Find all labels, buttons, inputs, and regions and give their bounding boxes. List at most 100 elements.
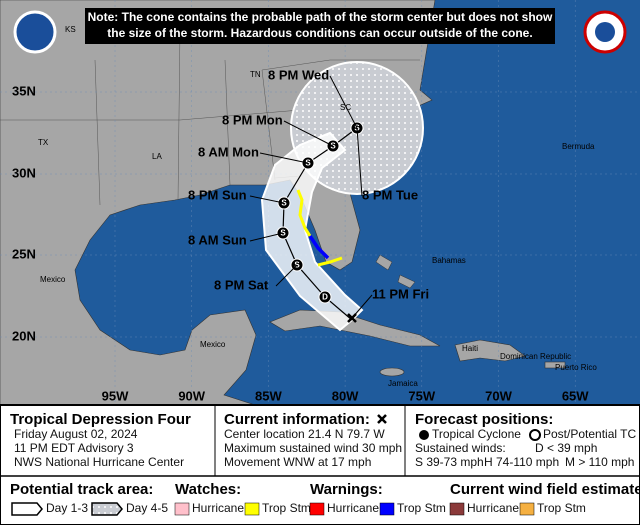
post-tc-icon xyxy=(529,429,541,441)
lat-label: 30N xyxy=(12,165,36,180)
advisory: 11 PM EDT Advisory 3 xyxy=(14,441,134,455)
forecast-post: Post/Potential TC xyxy=(543,427,636,441)
leader-line xyxy=(275,264,298,287)
forecast-title: Forecast positions: xyxy=(415,411,553,428)
swatch-label: Trop Stm xyxy=(262,501,311,515)
leader-line xyxy=(351,294,373,319)
point-marker: D xyxy=(322,293,328,302)
forecast-h: H 74-110 mph xyxy=(484,455,559,469)
lon-label: 80W xyxy=(332,388,359,403)
land xyxy=(379,367,405,377)
lon-label: 65W xyxy=(562,388,589,403)
time-label: 8 PM Mon xyxy=(222,112,283,127)
swatch-label: Hurricane xyxy=(192,501,244,515)
place-label: Haiti xyxy=(462,344,478,353)
place-label: LA xyxy=(152,152,162,161)
lat-label: 20N xyxy=(12,328,36,343)
lon-label: 75W xyxy=(408,388,435,403)
swatch-label: Hurricane xyxy=(327,501,379,515)
forecast-d: D < 39 mph xyxy=(535,441,597,455)
land xyxy=(454,339,526,362)
forecast-sustained: Sustained winds: xyxy=(415,441,506,455)
place-label: Jamaica xyxy=(388,379,418,388)
time-label: 8 PM Tue xyxy=(362,187,418,202)
land xyxy=(375,254,393,271)
swatch xyxy=(309,502,325,516)
swatch-label: Trop Stm xyxy=(537,501,586,515)
watches-title: Watches: xyxy=(175,481,241,498)
point-marker: S xyxy=(280,229,286,238)
current-wind: Maximum sustained wind 30 mph xyxy=(224,441,402,455)
leader-line xyxy=(259,152,309,164)
day13-icon xyxy=(11,502,43,516)
swatch-label: Trop Stm xyxy=(397,501,446,515)
point-marker: S xyxy=(305,159,311,168)
leader-line xyxy=(356,127,363,197)
point-marker: S xyxy=(294,261,300,270)
swatch xyxy=(379,502,395,516)
place-label: TX xyxy=(38,138,49,147)
swatch xyxy=(449,502,465,516)
point-marker: S xyxy=(281,199,287,208)
noaa-logo xyxy=(13,10,57,54)
trop-storm-warning xyxy=(296,189,312,237)
place-label: Puerto Rico xyxy=(555,363,597,372)
track-title: Potential track area: xyxy=(10,481,153,498)
land xyxy=(544,361,566,369)
current-location: Center location 21.4 N 79.7 W xyxy=(224,427,385,441)
hurricane-watch-line xyxy=(308,235,330,260)
place-label: Mexico xyxy=(40,275,66,284)
leader-line xyxy=(249,232,284,242)
nws-logo xyxy=(595,22,615,42)
source: NWS National Hurricane Center xyxy=(14,455,184,469)
storm-date: Friday August 02, 2024 xyxy=(14,427,138,441)
forecast-point xyxy=(318,290,332,304)
day45-icon xyxy=(91,502,123,516)
swatch xyxy=(244,502,260,516)
storm-name: Tropical Depression Four xyxy=(10,411,191,428)
note-box xyxy=(85,8,555,44)
info-panel: Tropical Depression Four Friday August 0… xyxy=(0,404,640,526)
trop-storm-warning xyxy=(317,256,343,267)
swatch xyxy=(519,502,535,516)
time-label: 8 PM Sat xyxy=(214,277,269,292)
place-label: KS xyxy=(65,25,76,34)
day45-label: Day 4-5 xyxy=(126,501,168,515)
lat-label: 35N xyxy=(12,83,36,98)
lon-label: 85W xyxy=(255,388,282,403)
place-label: Dominican Republic xyxy=(500,352,571,361)
time-label: 8 PM Wed xyxy=(268,67,329,82)
time-label: 8 AM Mon xyxy=(198,144,259,159)
swatch-label: Hurricane xyxy=(467,501,519,515)
lon-label: 70W xyxy=(485,388,512,403)
forecast-s: S 39-73 mph xyxy=(415,455,484,469)
leader-line xyxy=(283,120,334,147)
forecast-m: M > 110 mph xyxy=(565,455,634,469)
leader-line xyxy=(249,195,285,204)
note-text: Note: The cone contains the probable pat… xyxy=(88,10,553,24)
place-label: Mexico xyxy=(200,340,226,349)
current-title: Current information: xyxy=(224,411,370,428)
place-label: TN xyxy=(250,70,261,79)
swatch xyxy=(174,502,190,516)
point-marker: S xyxy=(330,142,336,151)
current-movement: Movement WNW at 17 mph xyxy=(224,455,371,469)
current-marker xyxy=(377,414,387,424)
forecast-tc: Tropical Cyclone xyxy=(432,427,521,441)
lat-label: 25N xyxy=(12,246,36,261)
time-label: 8 PM Sun xyxy=(188,187,247,202)
lon-label: 90W xyxy=(178,388,205,403)
leader-line xyxy=(329,75,358,129)
place-label: Bermuda xyxy=(562,142,595,151)
tc-icon xyxy=(419,430,429,440)
place-label: Bahamas xyxy=(432,256,466,265)
time-label: 8 AM Sun xyxy=(188,232,247,247)
lon-label: 95W xyxy=(102,388,129,403)
map: KS TX LA TN SC Bermuda Mexico Bahamas Mexico Jama… xyxy=(0,0,640,406)
warnings-title: Warnings: xyxy=(310,481,383,498)
wind-field-title: Current wind field estimate: xyxy=(450,481,640,498)
time-label: 11 PM Fri xyxy=(372,286,429,301)
note-text: the size of the storm. Hazardous conditi… xyxy=(107,26,532,40)
place-label: SC xyxy=(340,103,351,112)
